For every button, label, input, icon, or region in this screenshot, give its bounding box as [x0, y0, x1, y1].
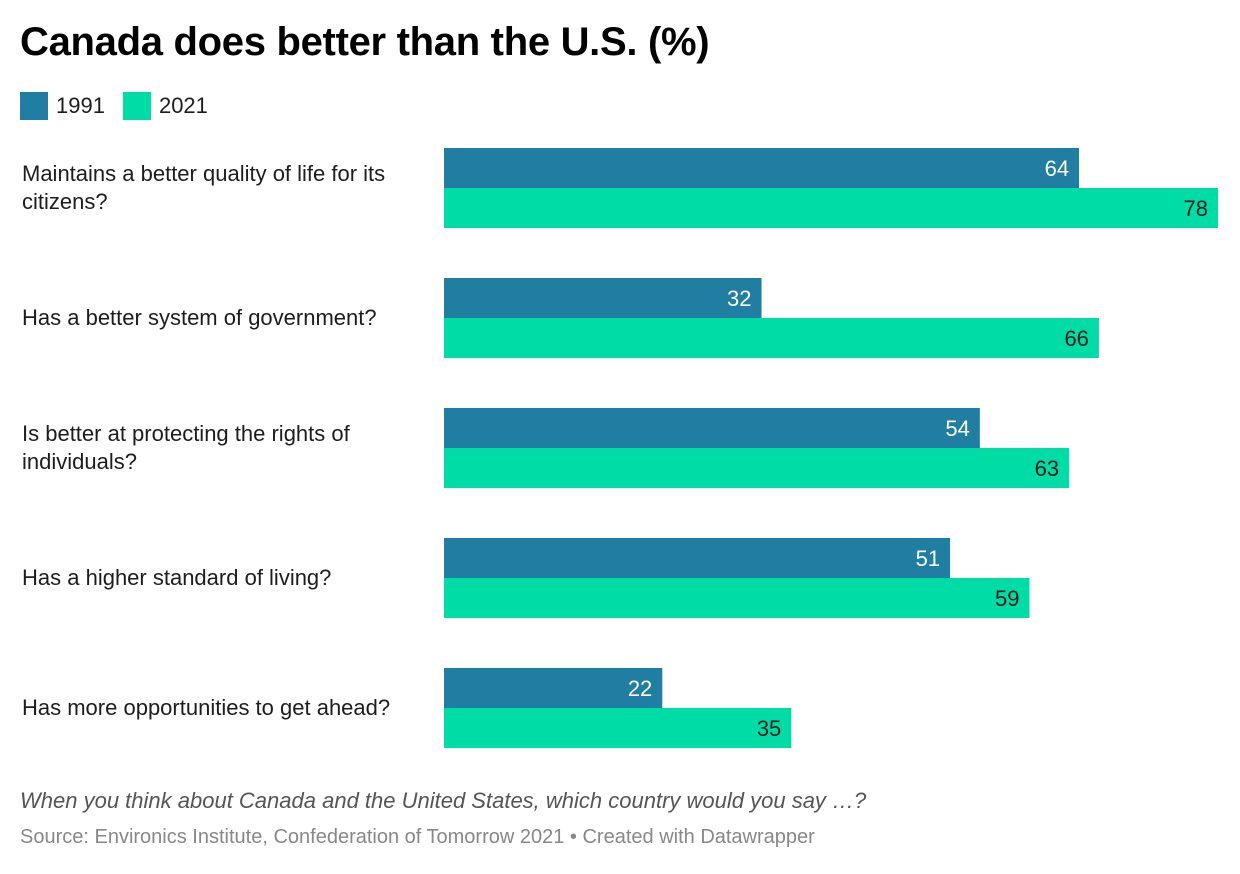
- value-label-2021: 78: [1184, 196, 1208, 221]
- bar-1991: [444, 538, 951, 578]
- value-label-1991: 32: [727, 286, 751, 311]
- bar-1991: [444, 278, 762, 318]
- value-label-2021: 59: [995, 586, 1019, 611]
- legend-item-1991: 1991: [20, 92, 105, 120]
- chart-title: Canada does better than the U.S. (%): [20, 20, 710, 64]
- bar-2021: [444, 188, 1218, 228]
- legend-swatch-2021: [122, 92, 151, 120]
- category-label: Has a better system of government?: [22, 305, 377, 330]
- category-label: Is better at protecting the rights of in…: [22, 421, 350, 474]
- chart-note: When you think about Canada and the Unit…: [20, 788, 867, 813]
- value-label-2021: 63: [1035, 456, 1059, 481]
- value-label-2021: 35: [757, 716, 781, 741]
- value-label-1991: 64: [1045, 156, 1069, 181]
- bar-1991: [444, 408, 980, 448]
- category-label: Has a higher standard of living?: [22, 565, 332, 590]
- bar-2021: [444, 448, 1070, 488]
- bar-1991: [444, 668, 663, 708]
- category-label: Maintains a better quality of life for i…: [22, 161, 386, 214]
- bar-2021: [444, 318, 1099, 358]
- bar-2021: [444, 578, 1030, 618]
- value-label-1991: 54: [945, 416, 969, 441]
- value-label-1991: 22: [628, 676, 652, 701]
- value-label-2021: 66: [1064, 326, 1088, 351]
- legend-label-1991: 1991: [56, 93, 105, 118]
- legend-label-2021: 2021: [158, 93, 208, 118]
- legend-swatch-1991: [20, 92, 48, 120]
- legend-item-2021: 2021: [122, 92, 208, 120]
- bar-2021: [444, 708, 792, 748]
- value-label-1991: 51: [916, 546, 940, 571]
- category-label: Has more opportunities to get ahead?: [22, 695, 391, 720]
- legend: 1991 2021: [20, 92, 226, 120]
- bar-1991: [444, 148, 1080, 188]
- chart-source: Source: Environics Institute, Confederat…: [20, 826, 815, 848]
